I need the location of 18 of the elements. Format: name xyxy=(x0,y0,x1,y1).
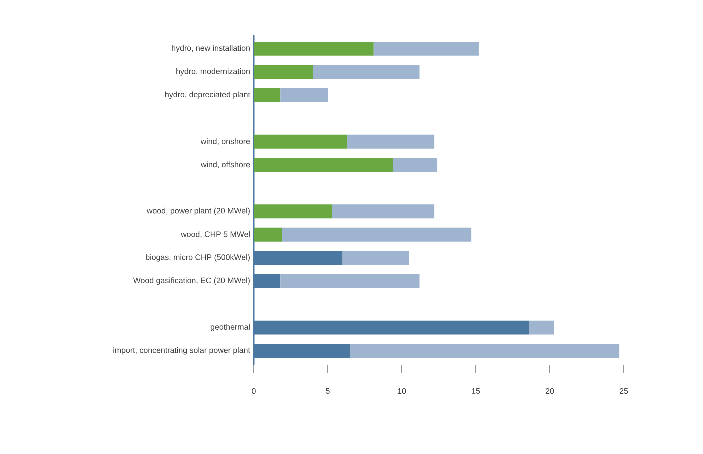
bar xyxy=(254,65,314,80)
bar xyxy=(254,228,282,242)
bar xyxy=(347,134,435,149)
bar xyxy=(374,42,479,56)
bar xyxy=(254,42,374,56)
bar xyxy=(342,251,410,266)
bar xyxy=(254,204,332,219)
bar xyxy=(313,65,420,80)
bar xyxy=(280,274,420,288)
bar xyxy=(350,344,620,358)
bar xyxy=(529,320,554,335)
bar xyxy=(254,134,348,149)
bar xyxy=(332,204,435,219)
bar xyxy=(280,88,328,102)
bar xyxy=(282,228,472,242)
bar xyxy=(393,158,438,172)
bar xyxy=(254,88,281,102)
bar xyxy=(254,158,394,172)
